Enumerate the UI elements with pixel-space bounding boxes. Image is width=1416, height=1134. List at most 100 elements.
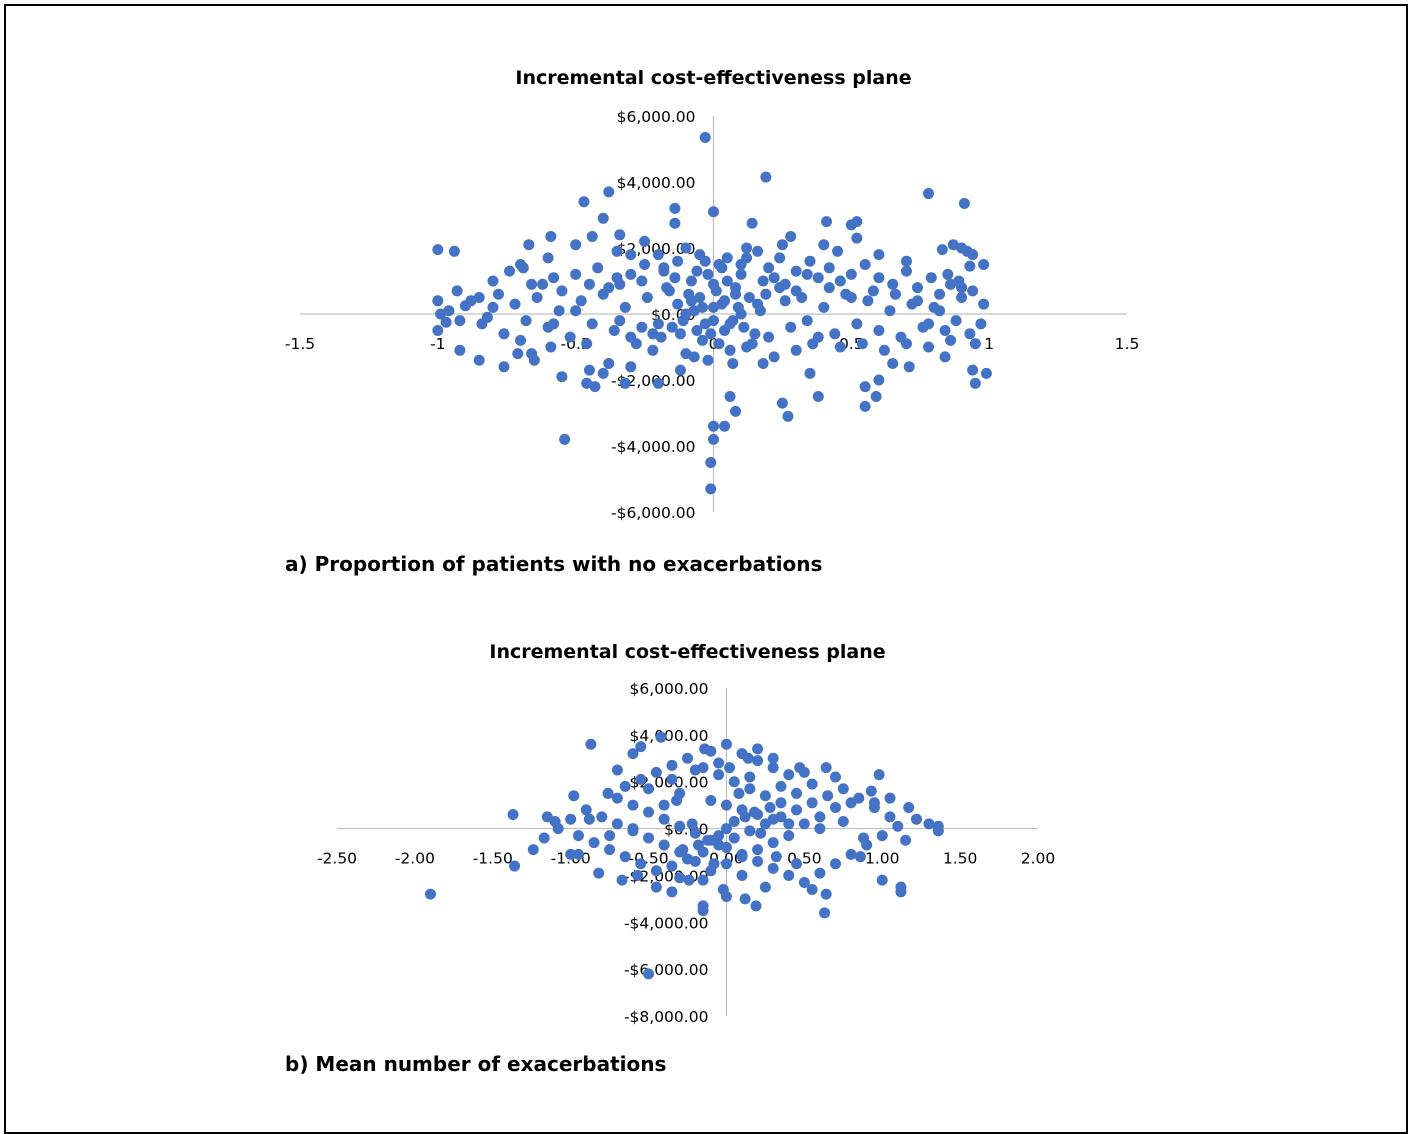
data-point [873, 325, 885, 336]
data-point [603, 186, 615, 198]
data-point [597, 367, 609, 379]
x-tick-label: 1 [984, 335, 994, 353]
data-point [873, 249, 885, 261]
data-point [768, 272, 780, 284]
data-point [782, 410, 794, 422]
data-point [661, 282, 673, 294]
data-point [688, 351, 700, 363]
data-point [900, 338, 912, 350]
data-point [794, 762, 806, 774]
chart-b-caption: b) Mean number of exacerbations [285, 1052, 667, 1076]
data-point [632, 869, 644, 881]
data-point [969, 377, 981, 389]
data-point [785, 321, 797, 333]
data-point [537, 278, 549, 290]
data-point [674, 328, 686, 340]
data-point [581, 377, 593, 389]
chart-title: Incremental cost-effectiveness plane [489, 641, 885, 663]
data-point [980, 367, 992, 379]
data-point [713, 757, 725, 769]
data-point [528, 354, 540, 366]
data-point [730, 405, 742, 417]
data-point [542, 252, 554, 264]
data-point [832, 245, 844, 257]
data-point [834, 275, 846, 287]
data-point [783, 869, 795, 881]
data-point [798, 818, 810, 830]
data-point [448, 245, 460, 257]
data-point [650, 881, 662, 893]
data-point [614, 229, 626, 241]
x-tick-label: 1.00 [865, 850, 900, 868]
data-point [720, 738, 732, 750]
data-point [647, 344, 659, 356]
data-point [650, 865, 662, 877]
data-point [867, 285, 879, 297]
data-point [736, 869, 748, 881]
data-point [589, 381, 601, 393]
data-point [950, 315, 962, 327]
data-point [749, 328, 761, 340]
x-tick-label: -1.5 [285, 335, 315, 353]
data-point [527, 844, 539, 856]
data-point [804, 367, 816, 379]
data-point [748, 806, 760, 818]
data-point [829, 801, 841, 813]
data-point [790, 285, 802, 297]
data-point [666, 886, 678, 898]
data-point [570, 305, 582, 317]
x-tick-label: -0.50 [629, 850, 669, 868]
data-point [702, 834, 714, 846]
data-point [978, 259, 990, 270]
data-point [451, 285, 463, 297]
data-point [680, 308, 692, 320]
data-point [798, 876, 810, 888]
data-point [674, 820, 686, 832]
data-point [823, 282, 835, 294]
data-point [720, 823, 732, 835]
data-point [724, 762, 736, 774]
data-point [487, 275, 499, 287]
data-point [702, 354, 714, 366]
data-point [845, 848, 857, 860]
data-point [870, 391, 882, 402]
data-point [837, 816, 849, 828]
y-tick-label: $0.00 [664, 821, 708, 839]
data-point [717, 883, 729, 895]
data-point [720, 858, 732, 870]
data-point [859, 400, 871, 412]
data-point [822, 790, 834, 802]
data-point [509, 860, 521, 872]
data-point [716, 262, 728, 274]
data-point [934, 305, 946, 317]
data-point [658, 813, 670, 825]
data-point [936, 244, 948, 256]
data-point [945, 334, 957, 346]
data-point [806, 778, 818, 790]
data-point [473, 354, 485, 366]
data-point [763, 262, 775, 274]
data-point [627, 748, 639, 760]
data-point [790, 344, 802, 356]
data-point [652, 249, 664, 261]
data-point [806, 883, 818, 895]
data-point [572, 830, 584, 842]
data-point [744, 825, 756, 837]
data-point [586, 230, 598, 242]
data-point [744, 771, 756, 783]
data-point [845, 268, 857, 280]
data-point [767, 837, 779, 849]
data-point [682, 752, 693, 764]
data-point [779, 278, 791, 290]
data-point [515, 259, 527, 270]
data-point [719, 295, 731, 307]
data-point [545, 341, 557, 353]
data-point [635, 741, 647, 753]
data-point [741, 252, 753, 264]
data-point [596, 811, 608, 823]
chart-title: Incremental cost-effectiveness plane [515, 67, 911, 89]
data-point [801, 268, 813, 280]
data-point [945, 278, 957, 290]
data-point [658, 799, 670, 811]
data-point [829, 858, 841, 870]
